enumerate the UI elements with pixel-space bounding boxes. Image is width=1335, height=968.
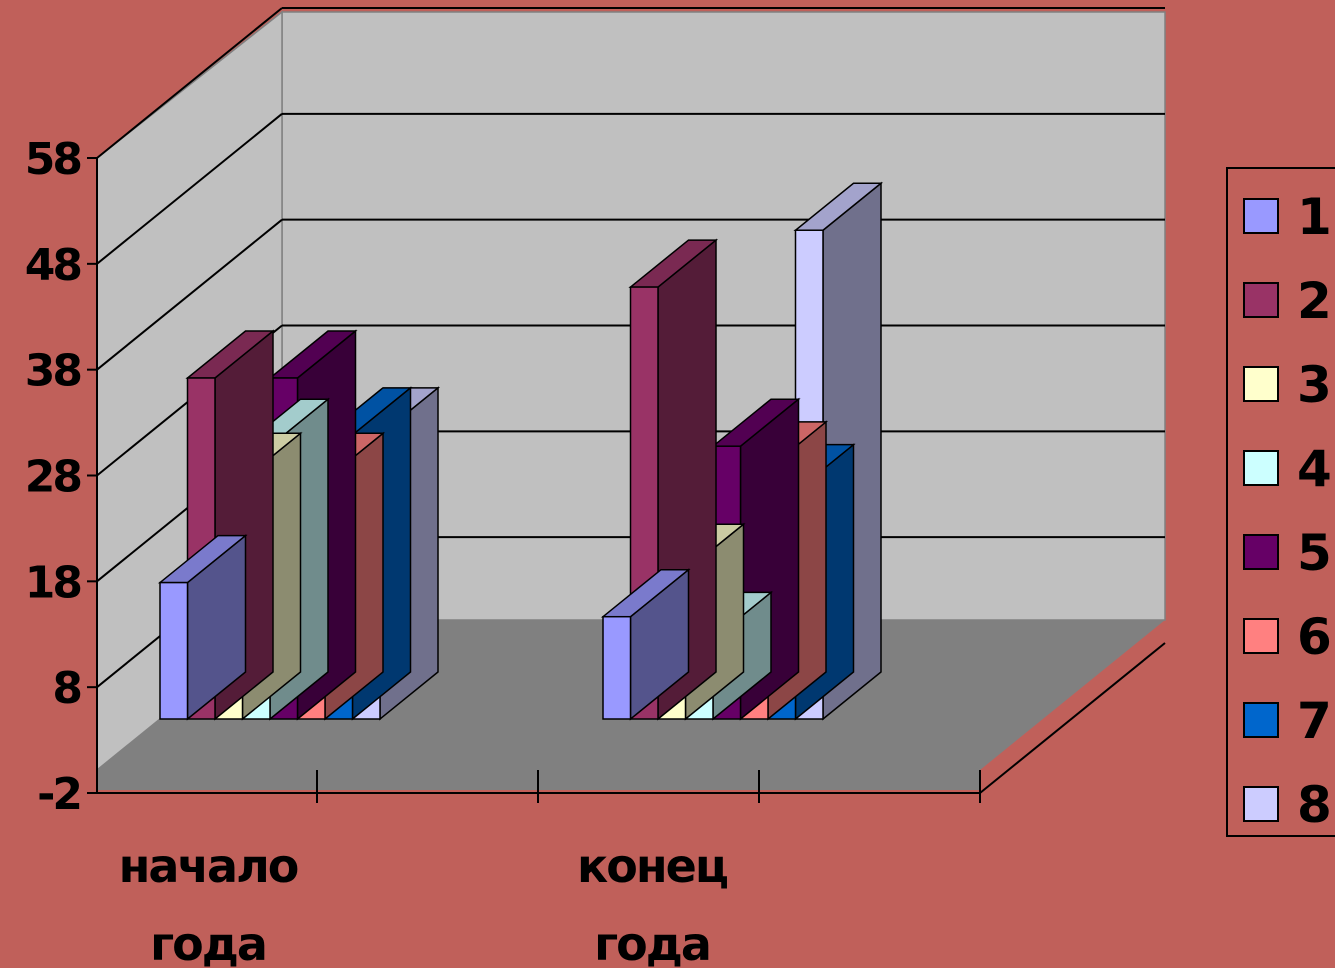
y-tick-label: 8	[52, 663, 80, 714]
gridline-side	[96, 218, 283, 371]
legend-label-5: 5	[1297, 524, 1332, 582]
axes	[87, 157, 1166, 803]
bars	[157, 181, 884, 721]
bar-front	[159, 581, 189, 720]
legend-label-4: 4	[1297, 440, 1332, 498]
category-label-line2: года	[594, 917, 710, 968]
legend-swatch-2	[1243, 282, 1279, 318]
y-tick-label: 28	[25, 452, 81, 503]
legend-swatch-7	[1243, 702, 1279, 738]
legend-label-6: 6	[1297, 608, 1332, 666]
legend-label-3: 3	[1297, 356, 1332, 414]
gridline-side	[96, 113, 283, 265]
legend: 1 2 3 4 5 6 7 8	[1226, 167, 1335, 837]
y-tick-label: 38	[25, 346, 81, 397]
legend-label-2: 2	[1297, 272, 1332, 330]
legend-swatch-6	[1243, 618, 1279, 654]
bar-series-1-start	[157, 534, 248, 721]
legend-swatch-8	[1243, 786, 1279, 822]
floor-right-edge	[979, 642, 1166, 794]
y-tick-label: 48	[25, 240, 81, 291]
category-label-line1: конец	[577, 839, 728, 893]
category-label-line1: начало	[119, 839, 298, 893]
category-labels: начало года конец года	[119, 839, 730, 968]
legend-swatch-5	[1243, 534, 1279, 570]
y-tick-label: 58	[25, 134, 81, 185]
category-label-line2: года	[150, 917, 266, 968]
legend-label-7: 7	[1297, 692, 1332, 750]
y-tick-label: -2	[37, 769, 80, 820]
y-tick-label: 18	[25, 557, 81, 608]
legend-label-8: 8	[1297, 776, 1332, 834]
gridline-side	[96, 7, 283, 159]
legend-swatch-3	[1243, 366, 1279, 402]
bar-series-1-end	[600, 568, 691, 721]
legend-label-1: 1	[1297, 188, 1332, 246]
y-tick-labels: -2 8 18 28 38 48 58	[25, 134, 84, 820]
bar-front	[602, 615, 632, 720]
legend-swatch-1	[1243, 198, 1279, 234]
legend-swatch-4	[1243, 450, 1279, 486]
